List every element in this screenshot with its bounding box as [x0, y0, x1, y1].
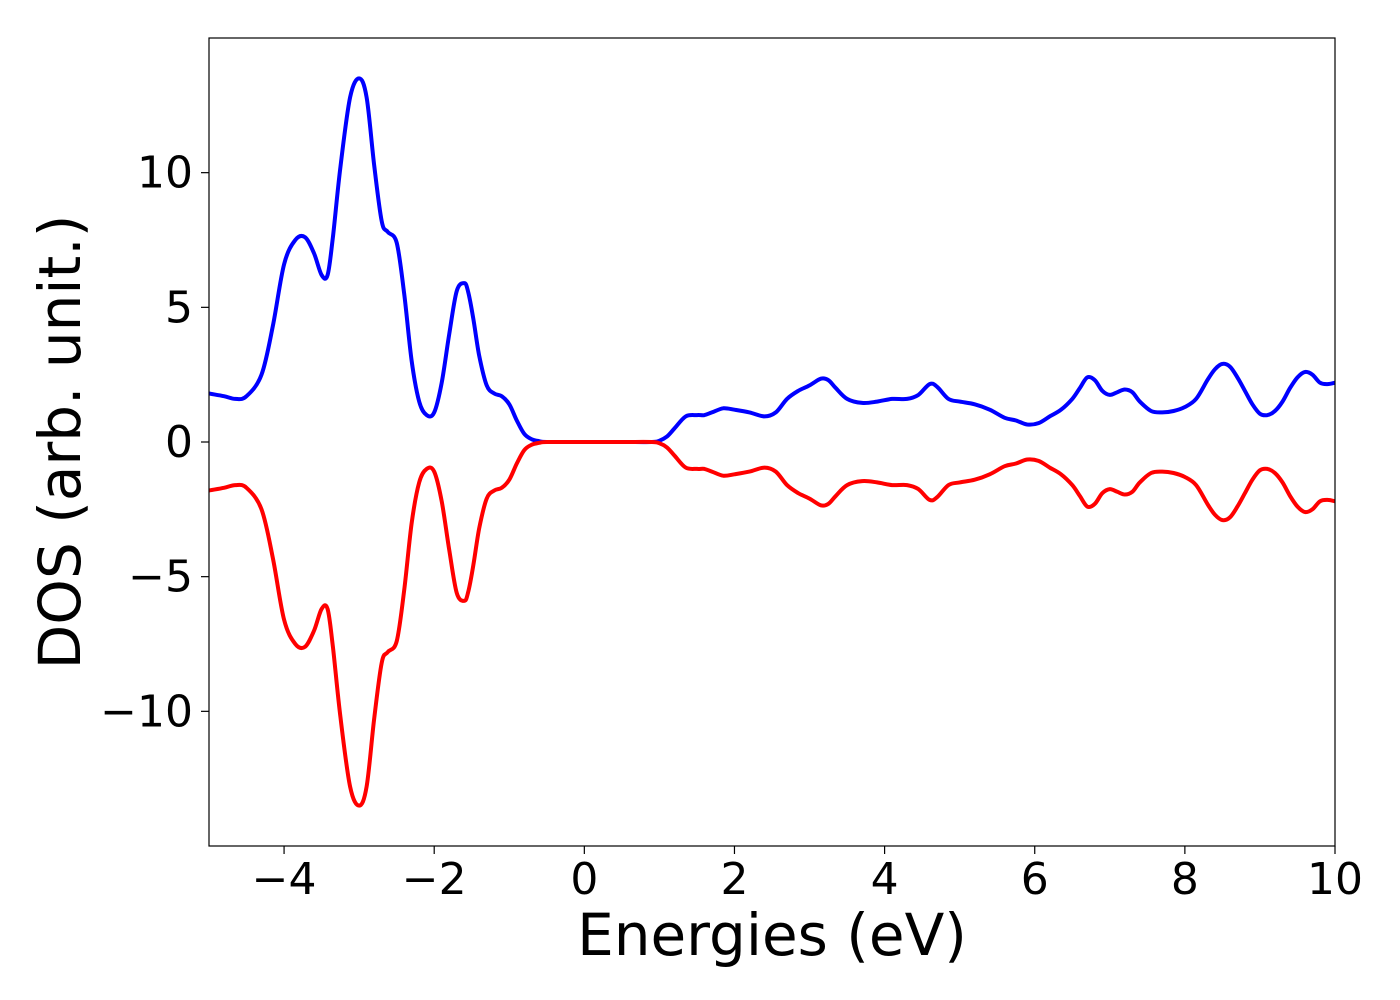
y-axis-ticks: −10 −5 0 5 10 — [100, 148, 209, 737]
x-tick-label: 0 — [570, 854, 598, 905]
x-tick-label: −2 — [402, 854, 467, 905]
y-axis-title: DOS (arb. unit.) — [26, 215, 94, 670]
x-axis-ticks: −4 −2 0 2 4 6 8 10 — [252, 846, 1363, 905]
x-tick-label: 6 — [1021, 854, 1049, 905]
y-tick-label: 0 — [165, 417, 193, 468]
x-tick-label: 10 — [1307, 854, 1363, 905]
x-tick-label: 2 — [720, 854, 748, 905]
dos-line-blue — [209, 76, 1335, 445]
y-tick-label: −10 — [100, 686, 193, 737]
y-tick-label: 10 — [137, 148, 193, 199]
dos-line-red — [209, 439, 1335, 808]
x-axis-title: Energies (eV) — [577, 901, 967, 969]
y-tick-label: 5 — [165, 282, 193, 333]
series-layer — [209, 76, 1335, 808]
x-tick-label: 8 — [1171, 854, 1199, 905]
x-tick-label: 4 — [871, 854, 899, 905]
x-tick-label: −4 — [252, 854, 317, 905]
plot-area — [209, 38, 1335, 846]
y-tick-label: −5 — [128, 552, 193, 603]
